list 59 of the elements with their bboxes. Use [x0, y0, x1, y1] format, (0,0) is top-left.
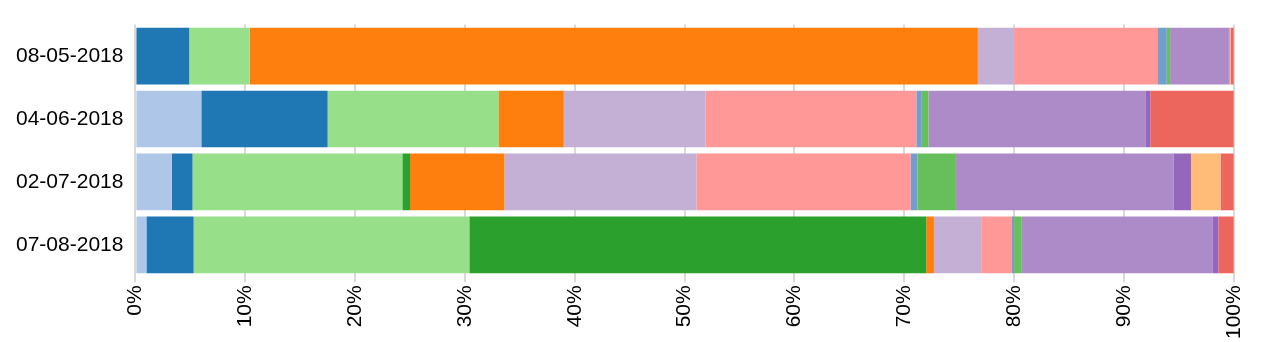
x-tick-label: 60%	[781, 285, 805, 328]
bar	[1170, 27, 1229, 85]
bar	[1014, 216, 1022, 274]
bar	[921, 90, 929, 148]
bar	[504, 153, 697, 211]
bar	[916, 90, 922, 148]
bar	[977, 27, 1015, 85]
bar	[1190, 153, 1221, 211]
bar	[136, 153, 172, 211]
bar	[193, 216, 470, 274]
x-tick-label: 0%	[122, 285, 146, 316]
y-tick-label: 02-07-2018	[16, 168, 124, 192]
bar	[910, 153, 918, 211]
bar	[1014, 27, 1159, 85]
bar	[705, 90, 917, 148]
x-tick-label: 20%	[341, 285, 365, 328]
bar	[928, 90, 1146, 148]
bar	[933, 216, 982, 274]
x-tick-label: 50%	[671, 285, 695, 328]
bar	[981, 216, 1012, 274]
bar	[498, 90, 564, 148]
bar	[1158, 27, 1167, 85]
x-tick-label: 10%	[232, 285, 256, 328]
x-tick-label: 70%	[891, 285, 915, 328]
bar	[1218, 216, 1234, 274]
x-tick-label: 80%	[1000, 285, 1024, 328]
x-tick-label: 40%	[561, 285, 585, 328]
bar	[410, 153, 505, 211]
bar	[1150, 90, 1234, 148]
x-tick-label: 90%	[1110, 285, 1134, 328]
y-tick-label: 04-06-2018	[16, 105, 124, 129]
bar	[1220, 153, 1234, 211]
y-tick-label: 08-05-2018	[16, 42, 124, 66]
x-tick-label: 100%	[1220, 285, 1244, 340]
bar	[1145, 90, 1151, 148]
bar	[136, 90, 202, 148]
bar	[136, 216, 147, 274]
bar	[469, 216, 927, 274]
bar	[955, 153, 1174, 211]
bar	[1166, 27, 1171, 85]
bar	[563, 90, 706, 148]
bar	[696, 153, 911, 211]
bar	[249, 27, 978, 85]
x-tick-label: 30%	[451, 285, 475, 328]
bar	[146, 216, 194, 274]
bar	[171, 153, 193, 211]
bar	[1021, 216, 1213, 274]
bar	[327, 90, 499, 148]
bar	[201, 90, 328, 148]
bar	[189, 27, 250, 85]
y-tick-label: 07-08-2018	[16, 231, 124, 255]
bar	[1011, 216, 1015, 274]
bar	[1212, 216, 1219, 274]
bar	[917, 153, 956, 211]
bar	[1173, 153, 1191, 211]
bar	[926, 216, 934, 274]
bar	[402, 153, 411, 211]
bar	[192, 153, 403, 211]
bar	[136, 27, 190, 85]
